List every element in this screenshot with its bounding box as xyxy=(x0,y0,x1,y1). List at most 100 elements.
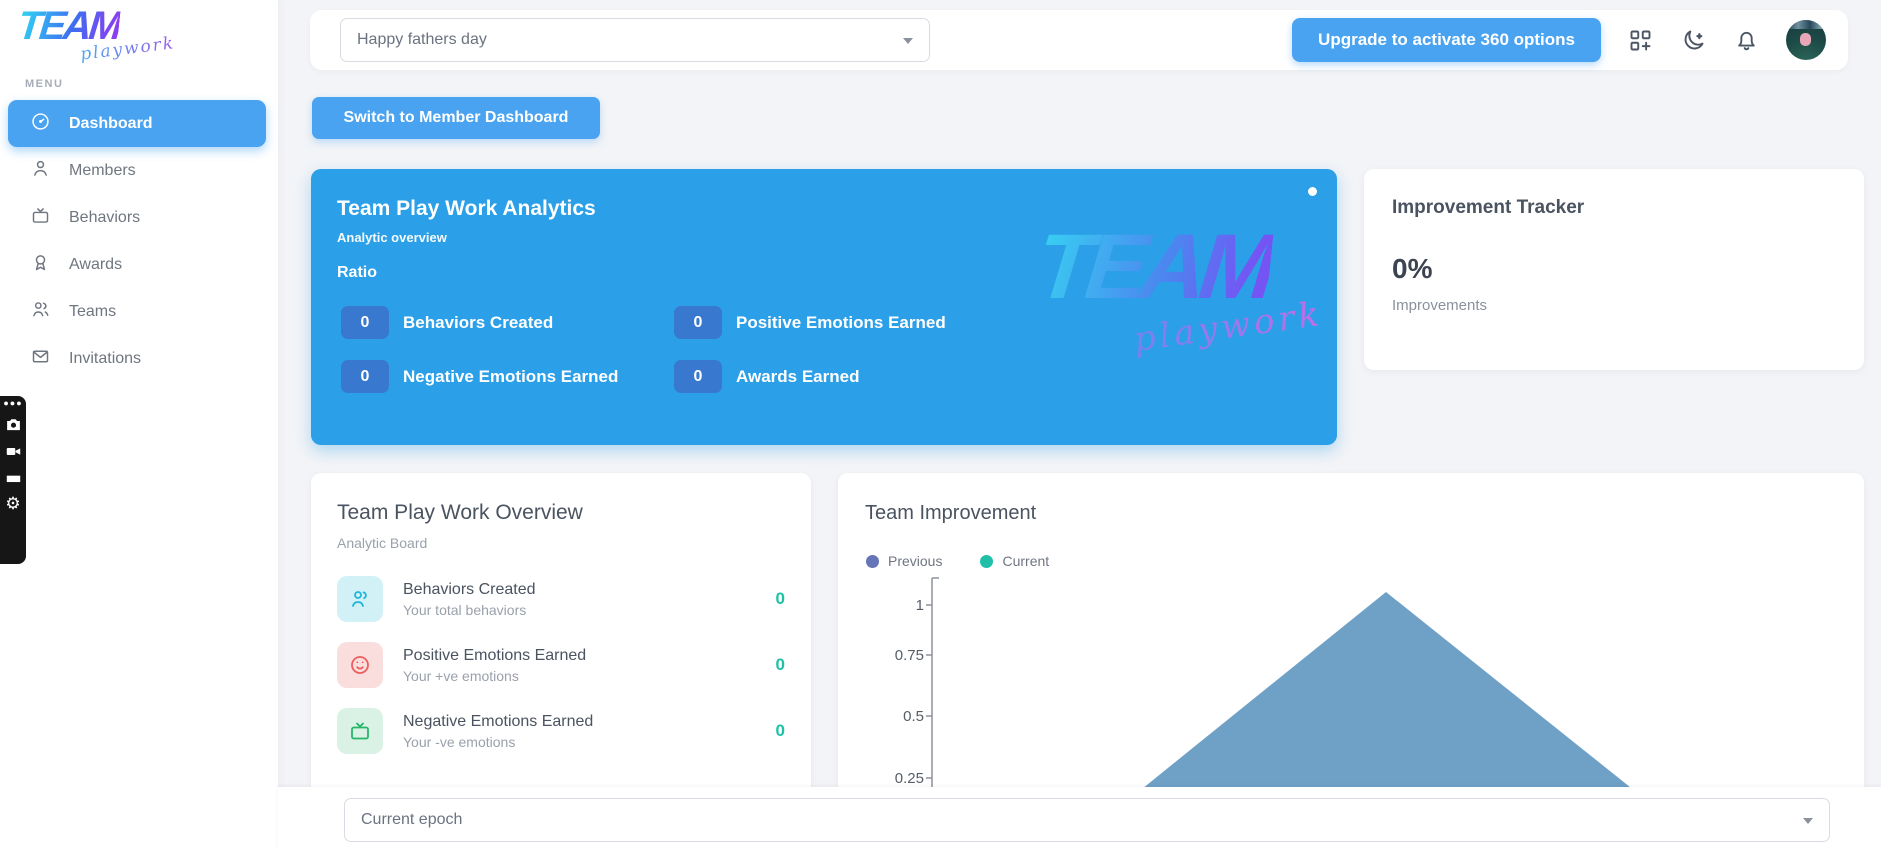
stat-label: Awards Earned xyxy=(736,366,860,386)
sidebar-item-dashboard[interactable]: Dashboard xyxy=(8,100,266,147)
tv-icon xyxy=(337,708,383,754)
sidebar: TEAM playwork MENU Dashboard Members xyxy=(0,0,278,851)
overview-title: Team Play Work Overview xyxy=(337,501,583,524)
analytics-card: Team Play Work Analytics Analytic overvi… xyxy=(311,169,1337,445)
toolstrip-menu-icon[interactable]: ●●● xyxy=(3,398,23,408)
stat-label: Behaviors Created xyxy=(403,312,554,332)
legend-label: Previous xyxy=(888,553,943,569)
legend-item-previous[interactable]: Previous xyxy=(866,553,942,569)
rectangle-select-icon[interactable] xyxy=(4,469,22,487)
tv-icon xyxy=(30,205,51,231)
stat-negative-emotions: 0 Negative Emotions Earned xyxy=(341,360,618,393)
analytics-card-title: Team Play Work Analytics xyxy=(337,197,596,220)
epoch-select-value: Current epoch xyxy=(361,811,463,828)
overview-row-label: Negative Emotions Earned xyxy=(403,712,594,730)
overview-row-label: Positive Emotions Earned xyxy=(403,646,587,664)
menu-section-label: MENU xyxy=(25,78,64,90)
sidebar-item-invitations[interactable]: Invitations xyxy=(0,335,278,382)
smiley-icon xyxy=(337,642,383,688)
overview-card: Team Play Work Overview Analytic Board B… xyxy=(311,473,811,851)
sidebar-item-label: Behaviors xyxy=(69,208,141,226)
screen-capture-toolstrip: ●●● ⚙ xyxy=(0,396,26,564)
gauge-icon xyxy=(30,111,51,137)
apps-grid-icon[interactable] xyxy=(1627,27,1654,54)
legend-item-current[interactable]: Current xyxy=(980,553,1049,569)
y-axis-tick: 0.25 xyxy=(894,770,924,787)
overview-row-negative-emotions: Negative Emotions Earned Your -ve emotio… xyxy=(337,705,785,757)
sidebar-item-label: Dashboard xyxy=(69,114,153,132)
dark-mode-moon-icon[interactable] xyxy=(1680,27,1707,54)
brand-logo-text: TEAM xyxy=(15,4,122,48)
area-series-shape xyxy=(1065,592,1710,851)
stat-value-chip: 0 xyxy=(341,360,389,393)
y-axis-tick: 1 xyxy=(915,597,924,614)
overview-row-behaviors: Behaviors Created Your total behaviors 0 xyxy=(337,573,785,625)
sidebar-item-label: Teams xyxy=(69,302,117,320)
award-icon xyxy=(30,252,51,278)
person-icon xyxy=(30,158,51,184)
sidebar-item-members[interactable]: Members xyxy=(0,147,278,194)
sidebar-item-awards[interactable]: Awards xyxy=(0,241,278,288)
people-icon xyxy=(30,299,51,325)
bottom-band: Current epoch xyxy=(278,787,1881,851)
chart-title: Team Improvement xyxy=(865,502,1037,524)
legend-dot-current xyxy=(980,554,994,568)
envelope-icon xyxy=(30,346,51,372)
analytics-card-subtitle: Analytic overview xyxy=(337,230,447,245)
stat-label: Negative Emotions Earned xyxy=(403,366,619,386)
tracker-title: Improvement Tracker xyxy=(1392,197,1585,218)
overview-row-sublabel: Your total behaviors xyxy=(403,601,527,618)
user-avatar[interactable] xyxy=(1786,20,1826,60)
y-axis-tick: 0.75 xyxy=(894,647,924,664)
sidebar-item-label: Awards xyxy=(69,255,123,273)
brand-watermark-text: TEAM xyxy=(1031,216,1276,318)
users-icon xyxy=(337,576,383,622)
sidebar-menu: Dashboard Members Behaviors Awards xyxy=(0,100,278,382)
overview-subtitle: Analytic Board xyxy=(337,535,428,551)
gear-icon[interactable]: ⚙ xyxy=(5,494,21,513)
carousel-dot-indicator[interactable] xyxy=(1308,187,1317,196)
sidebar-item-teams[interactable]: Teams xyxy=(0,288,278,335)
stat-awards-earned: 0 Awards Earned xyxy=(674,360,859,393)
overview-row-value: 0 xyxy=(775,589,785,608)
overview-row-positive-emotions: Positive Emotions Earned Your +ve emotio… xyxy=(337,639,785,691)
overview-row-sublabel: Your +ve emotions xyxy=(403,667,519,684)
upgrade-button[interactable]: Upgrade to activate 360 options xyxy=(1292,18,1601,62)
celebration-select[interactable]: Happy fathers day xyxy=(340,18,930,62)
sidebar-item-behaviors[interactable]: Behaviors xyxy=(0,194,278,241)
legend-label: Current xyxy=(1002,553,1050,569)
topbar: Happy fathers day Upgrade to activate 36… xyxy=(310,10,1848,70)
chart-legend: Previous Current xyxy=(866,553,1049,569)
epoch-select[interactable]: Current epoch xyxy=(344,798,1830,842)
stat-positive-emotions: 0 Positive Emotions Earned xyxy=(674,306,946,339)
stat-value-chip: 0 xyxy=(341,306,389,339)
sidebar-item-label: Invitations xyxy=(69,349,142,367)
stat-value-chip: 0 xyxy=(674,306,722,339)
video-camera-icon[interactable] xyxy=(4,442,22,460)
legend-dot-previous xyxy=(866,554,879,568)
overview-row-value: 0 xyxy=(775,655,785,674)
analytics-ratio-label: Ratio xyxy=(337,264,377,281)
brand-watermark-subtext: playwork xyxy=(1131,293,1326,361)
topbar-actions: Upgrade to activate 360 options xyxy=(1292,18,1848,62)
stat-behaviors-created: 0 Behaviors Created xyxy=(341,306,553,339)
brand-watermark: TEAM playwork xyxy=(1032,216,1326,360)
tracker-percent: 0% xyxy=(1392,253,1433,284)
chevron-down-icon xyxy=(1803,818,1813,824)
overview-row-sublabel: Your -ve emotions xyxy=(403,733,516,750)
y-axis-tick: 0.5 xyxy=(903,708,924,725)
brand-logo[interactable]: TEAM playwork xyxy=(15,4,218,70)
improvement-tracker-card: Improvement Tracker 0% Improvements xyxy=(1364,169,1864,370)
tracker-label: Improvements xyxy=(1392,297,1488,314)
celebration-select-value: Happy fathers day xyxy=(357,31,487,48)
sidebar-item-label: Members xyxy=(69,161,136,179)
notifications-bell-icon[interactable] xyxy=(1733,27,1760,54)
stat-label: Positive Emotions Earned xyxy=(736,312,946,332)
overview-row-value: 0 xyxy=(775,721,785,740)
overview-row-label: Behaviors Created xyxy=(403,580,536,598)
camera-icon[interactable] xyxy=(4,415,22,433)
switch-dashboard-button[interactable]: Switch to Member Dashboard xyxy=(312,97,600,139)
stat-value-chip: 0 xyxy=(674,360,722,393)
chevron-down-icon xyxy=(903,38,913,44)
